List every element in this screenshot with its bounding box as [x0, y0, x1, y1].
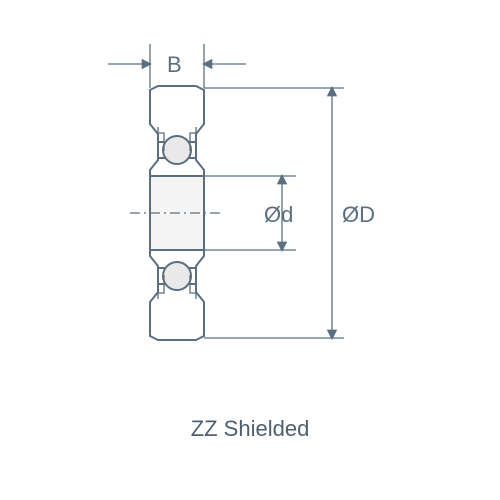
dim-width-B: B: [108, 44, 246, 88]
caption: ZZ Shielded: [0, 416, 500, 442]
label-OD: ØD: [342, 202, 375, 227]
ball-top: [163, 136, 191, 164]
label-B: B: [167, 52, 182, 77]
bearing-body: [130, 86, 224, 340]
label-Od: Ød: [264, 202, 293, 227]
ball-bottom: [163, 262, 191, 290]
